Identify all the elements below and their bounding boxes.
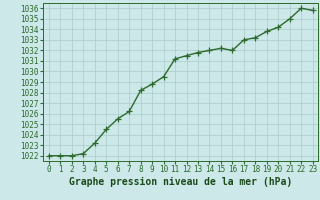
X-axis label: Graphe pression niveau de la mer (hPa): Graphe pression niveau de la mer (hPa) <box>69 177 292 187</box>
